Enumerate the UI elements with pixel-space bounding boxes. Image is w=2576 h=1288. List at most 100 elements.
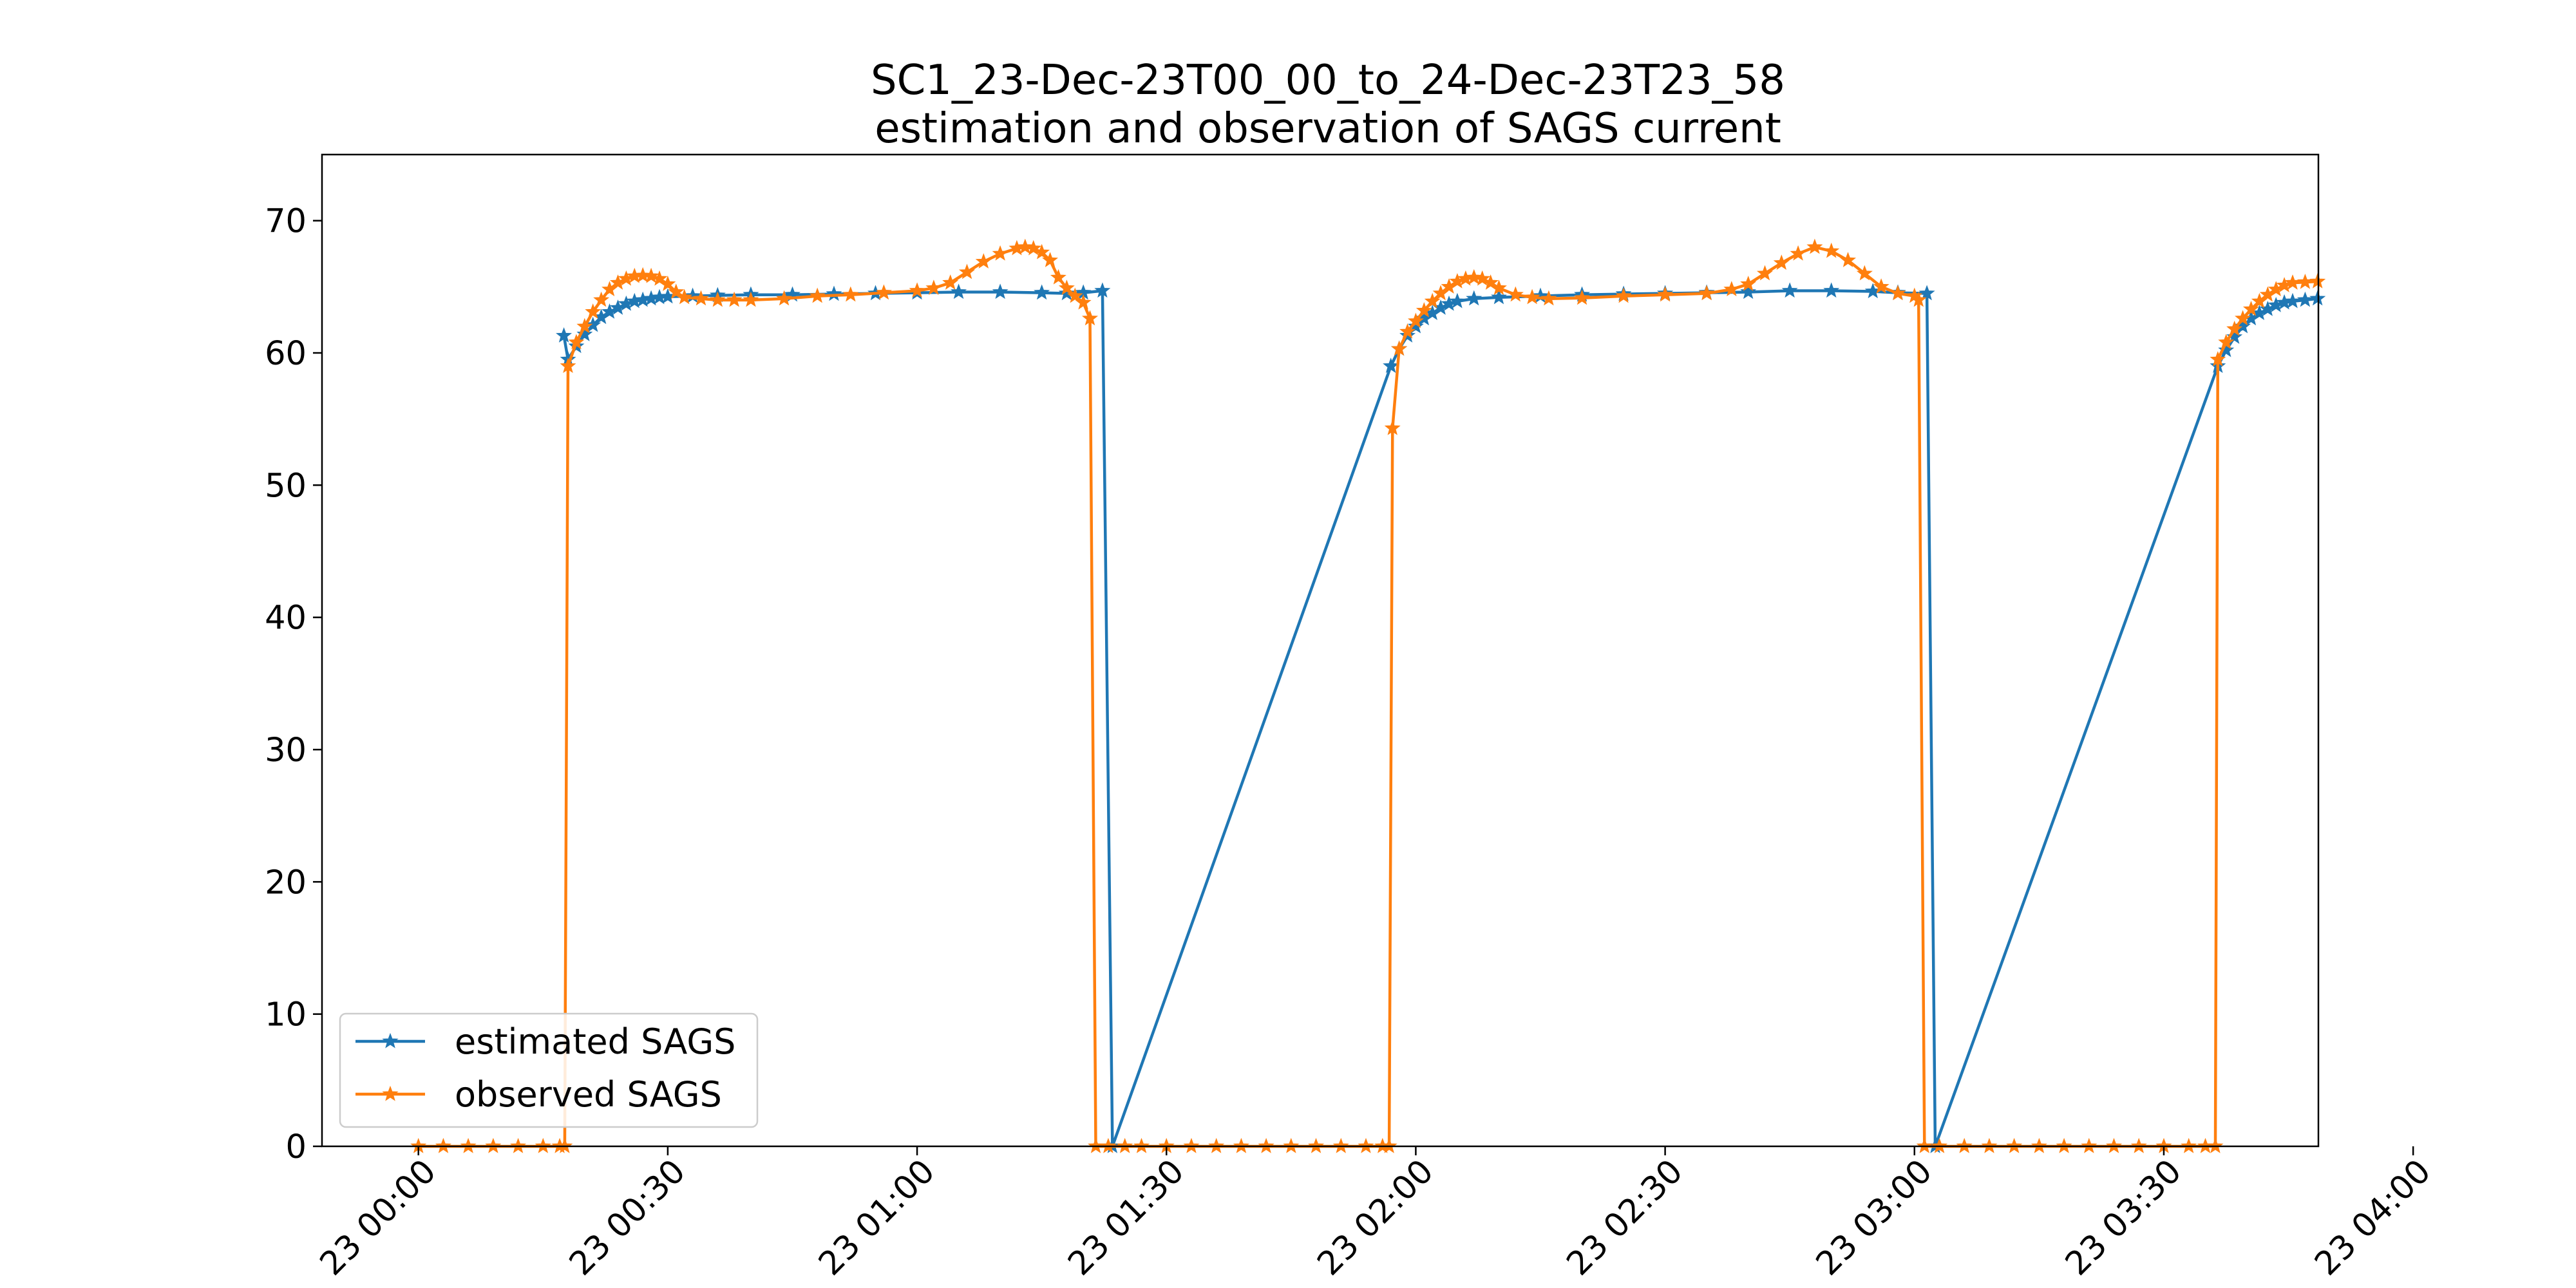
data-point: [826, 285, 842, 301]
data-point: [1075, 294, 1092, 310]
data-point: [1081, 310, 1099, 326]
data-point: [1466, 269, 1482, 285]
data-point: [958, 263, 976, 279]
data-point: [2218, 334, 2235, 350]
data-point: [676, 289, 693, 305]
data-point: [1042, 252, 1059, 267]
data-point: [2284, 274, 2301, 290]
data-point: [1050, 269, 1066, 285]
data-point: [2297, 291, 2313, 307]
data-point: [556, 327, 573, 343]
data-point: [1806, 238, 1823, 254]
data-point: [1873, 278, 1889, 294]
data-point: [909, 282, 925, 298]
data-point: [726, 291, 743, 307]
legend: estimated SAGS observed SAGS: [339, 1012, 759, 1128]
y-tick-label: 30: [265, 732, 307, 770]
data-point: [776, 290, 793, 306]
data-point: [1790, 245, 1806, 261]
data-point: [2218, 341, 2235, 357]
y-tick-label: 40: [265, 600, 307, 638]
data-point: [975, 253, 992, 269]
data-point: [692, 290, 710, 306]
data-point: [1449, 292, 1466, 308]
y-tick-label: 70: [265, 203, 307, 241]
data-point: [2226, 320, 2243, 336]
data-point: [1540, 290, 1557, 306]
data-point: [659, 276, 676, 291]
data-point: [2297, 273, 2313, 289]
data-point: [1416, 302, 1432, 317]
data-point: [651, 270, 668, 286]
data-point: [1740, 276, 1757, 291]
data-point: [1025, 240, 1042, 256]
data-point: [1856, 265, 1873, 281]
legend-label: observed SAGS: [455, 1074, 722, 1115]
data-point: [1490, 279, 1507, 296]
data-point: [1384, 419, 1401, 435]
y-tick-label: 0: [286, 1128, 307, 1166]
data-point: [1399, 323, 1416, 339]
data-point: [593, 291, 610, 307]
data-point: [992, 245, 1009, 261]
data-point: [992, 283, 1009, 299]
y-tick-label: 10: [265, 996, 307, 1034]
data-point: [2309, 290, 2326, 306]
data-point: [1756, 265, 1773, 281]
legend-label: estimated SAGS: [455, 1021, 735, 1062]
series-estimated: [556, 282, 2326, 1153]
data-point: [1657, 286, 1674, 302]
data-point: [1507, 286, 1524, 302]
data-point: [1918, 285, 1935, 301]
data-point: [951, 283, 967, 299]
data-point: [576, 317, 593, 334]
data-point: [1773, 254, 1790, 270]
data-point: [1840, 252, 1857, 267]
y-tick-label: 50: [265, 467, 307, 505]
data-point: [1740, 283, 1757, 299]
data-point: [1823, 242, 1840, 258]
legend-marker: [382, 1085, 399, 1101]
y-tick-label: 60: [265, 335, 307, 373]
data-point: [1574, 289, 1591, 305]
data-point: [1524, 289, 1540, 305]
data-point: [1383, 357, 1399, 374]
data-point: [634, 267, 651, 283]
data-point: [1034, 284, 1050, 300]
data-point: [743, 291, 759, 307]
plot-background: [322, 155, 2318, 1146]
data-point: [875, 284, 892, 300]
data-point: [576, 326, 593, 341]
data-point: [1474, 270, 1491, 286]
data-point: [643, 267, 659, 283]
data-point: [585, 303, 601, 319]
data-point: [2210, 351, 2226, 366]
data-point: [1407, 312, 1424, 328]
data-point: [668, 283, 685, 299]
data-point: [560, 357, 576, 374]
data-point: [1615, 287, 1632, 303]
data-point: [2309, 272, 2326, 289]
data-point: [1910, 291, 1927, 307]
data-point: [1094, 282, 1111, 298]
chart-subtitle: estimation and observation of SAGS curre…: [875, 105, 1781, 153]
data-point: [1034, 243, 1050, 260]
data-point: [2284, 292, 2301, 308]
legend-marker: [382, 1032, 399, 1048]
data-point: [1889, 285, 1906, 301]
data-point: [1698, 285, 1715, 301]
data-point: [1391, 340, 1408, 356]
plot-area: [322, 155, 2318, 1146]
data-point: [1781, 282, 1798, 298]
data-point: [1017, 238, 1034, 254]
data-point: [842, 286, 859, 302]
data-point: [1490, 289, 1507, 305]
axes-frame: [321, 153, 2320, 1148]
legend-box: [339, 1012, 759, 1128]
chart-title: SC1_23-Dec-23T00_00_to_24-Dec-23T23_58: [871, 57, 1785, 104]
data-point: [1066, 287, 1083, 303]
data-point: [1466, 290, 1482, 306]
data-point: [1723, 281, 1740, 297]
data-point: [1058, 279, 1075, 296]
